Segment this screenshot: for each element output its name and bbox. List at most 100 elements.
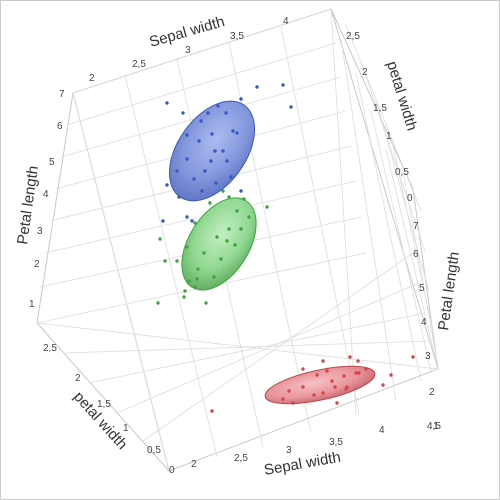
tick-left-pl-4: 4	[43, 189, 49, 200]
tick-right-pl-7: 7	[413, 221, 419, 232]
point-blue	[165, 183, 169, 187]
point-green	[247, 215, 251, 219]
tick-bottom-sw-5: 4	[379, 425, 385, 436]
tick-bottom-pw-1: 2,5	[43, 343, 57, 354]
point-green	[183, 289, 187, 293]
point-green	[221, 189, 225, 193]
point-blue	[200, 189, 204, 193]
point-red	[364, 367, 368, 371]
tick-right-pw-2: 2	[362, 67, 368, 78]
tick-left-pl-6: 6	[57, 121, 63, 132]
axis-label-sepal-width-bottom: Sepal width	[263, 449, 342, 479]
axis-label-petal-width-bottom: petal width	[70, 388, 131, 453]
tick-right-pl-2: 2	[429, 387, 435, 398]
point-blue	[206, 111, 210, 115]
ellipse-blue	[168, 100, 256, 202]
point-blue	[281, 83, 285, 87]
tick-left-pl-5: 5	[49, 157, 55, 168]
tick-left-pl-2: 2	[34, 259, 40, 270]
point-green	[227, 227, 231, 231]
point-red	[357, 371, 361, 375]
point-green	[158, 237, 162, 241]
point-green	[156, 301, 160, 305]
point-blue	[213, 149, 217, 153]
point-green	[195, 277, 199, 281]
point-blue	[165, 101, 169, 105]
tick-left-pl-1: 1	[29, 299, 35, 310]
point-green	[242, 197, 246, 201]
point-red	[348, 355, 352, 359]
point-blue	[175, 169, 179, 173]
point-red	[210, 409, 214, 413]
point-green	[202, 251, 206, 255]
density-ellipses	[168, 100, 376, 405]
tick-top-sepal-3: 3	[185, 45, 191, 56]
point-green	[239, 227, 243, 231]
point-green	[233, 243, 237, 247]
tick-bottom-sw-3: 3	[286, 445, 292, 456]
tick-bottom-sw-6: 4,5	[427, 421, 441, 432]
point-blue	[289, 105, 293, 109]
tick-right-pl-5: 5	[419, 283, 425, 294]
point-green	[163, 259, 167, 263]
tick-bottom-pw-3: 1,5	[97, 399, 111, 410]
point-blue	[235, 131, 239, 135]
point-red	[381, 383, 385, 387]
point-green	[215, 235, 219, 239]
point-red	[330, 379, 334, 383]
point-red	[344, 387, 348, 391]
point-blue	[199, 119, 203, 123]
point-blue	[203, 169, 207, 173]
point-blue	[210, 132, 214, 136]
ellipse-red	[264, 365, 376, 405]
point-green	[204, 301, 208, 305]
point-blue	[185, 215, 189, 219]
point-blue	[214, 181, 218, 185]
point-blue	[161, 219, 165, 223]
tick-top-sepal-1: 2	[89, 73, 95, 84]
point-blue	[209, 159, 213, 163]
tick-left-pl-7: 7	[59, 89, 65, 100]
point-red	[356, 359, 360, 363]
point-red	[287, 389, 291, 393]
point-red	[291, 401, 295, 405]
point-red	[325, 369, 329, 373]
tick-bottom-sw-1: 2	[191, 459, 197, 470]
point-blue	[239, 189, 243, 193]
point-green	[193, 221, 197, 225]
point-red	[335, 401, 339, 405]
data-points	[156, 83, 415, 413]
point-green	[265, 205, 269, 209]
tick-top-sepal-2: 2,5	[132, 59, 146, 70]
tick-bottom-pw-6: 0	[169, 465, 175, 476]
point-green	[235, 209, 239, 213]
tick-labels: 2 2,5 3 3,5 4 2,5 2 1,5 1 0,5 0 7 6 5 4 …	[29, 16, 441, 476]
tick-right-pl-3: 3	[425, 351, 431, 362]
point-blue	[255, 85, 259, 89]
point-blue	[177, 195, 181, 199]
point-green	[219, 257, 223, 261]
point-green	[193, 285, 197, 289]
tick-bottom-pw-4: 1	[123, 423, 129, 434]
tick-bottom-sw-4: 3,5	[329, 437, 343, 448]
point-red	[342, 374, 346, 378]
tick-top-sepal-4: 3,5	[230, 31, 244, 42]
point-red	[333, 385, 337, 389]
point-blue	[224, 111, 228, 115]
point-red	[301, 367, 305, 371]
point-red	[312, 393, 316, 397]
tick-right-pw-5: 0,5	[395, 167, 409, 178]
tick-right-pl-1: 1	[433, 421, 439, 432]
point-red	[321, 391, 325, 395]
point-blue	[221, 149, 225, 153]
tick-right-pw-4: 1	[386, 131, 392, 142]
point-blue	[190, 219, 194, 223]
point-blue	[197, 139, 201, 143]
axis-label-petal-width-right: petal width	[383, 59, 420, 133]
tick-right-pl-4: 4	[421, 317, 427, 328]
point-blue	[239, 97, 243, 101]
point-green	[182, 295, 186, 299]
point-green	[187, 279, 191, 283]
